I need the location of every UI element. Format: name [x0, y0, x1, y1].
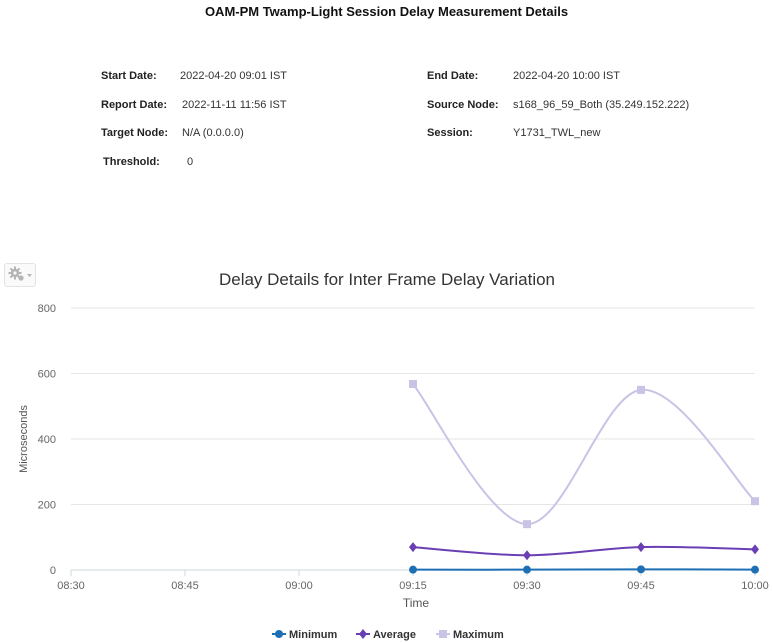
- chart-series: [409, 379, 759, 574]
- start-date-value: 2022-04-20 09:01 IST: [180, 70, 288, 82]
- maximum-series-line: [412, 383, 756, 526]
- minimum-data-point: [409, 565, 417, 574]
- target-node-label: Target Node:: [101, 127, 169, 139]
- start-date-label: Start Date:: [101, 70, 157, 82]
- y-tick-label: 600: [38, 369, 56, 381]
- maximum-data-point: [637, 385, 645, 394]
- chart-menu-button[interactable]: [4, 263, 36, 287]
- gear-icon: [8, 266, 32, 281]
- source-node-value: s168_96_59_Both (35.249.152.222): [513, 99, 690, 111]
- end-date-value: 2022-04-20 10:00 IST: [513, 70, 621, 82]
- y-tick-label: 200: [38, 500, 56, 512]
- maximum-data-point: [409, 379, 417, 388]
- legend-item-maximum[interactable]: Maximum: [436, 629, 504, 641]
- y-tick-label: 400: [38, 434, 56, 446]
- chart-legend: Minimum Average Maximum: [272, 629, 504, 641]
- x-tick-label: 10:00: [741, 580, 769, 592]
- x-tick-label: 09:45: [627, 580, 655, 592]
- y-axis-ticks: 0 200 400 600 800: [38, 303, 56, 577]
- threshold-value: 0: [187, 156, 194, 168]
- minimum-data-point: [523, 565, 531, 574]
- x-axis-label: Time: [403, 596, 430, 610]
- x-tick-label: 09:30: [513, 580, 541, 592]
- legend-label-average: Average: [373, 629, 416, 641]
- y-tick-label: 800: [38, 303, 56, 315]
- minimum-data-point: [751, 565, 759, 574]
- maximum-data-point: [751, 497, 759, 506]
- legend-label-maximum: Maximum: [453, 629, 504, 641]
- report-title: OAM-PM Twamp-Light Session Delay Measure…: [204, 4, 569, 19]
- legend-marker: [359, 629, 367, 639]
- source-node-label: Source Node:: [427, 99, 499, 111]
- y-axis-label: Microseconds: [18, 405, 30, 473]
- average-series-line: [412, 545, 756, 557]
- legend-item-minimum[interactable]: Minimum: [272, 629, 337, 641]
- x-tick-label: 08:30: [57, 580, 85, 592]
- chart-title: Delay Details for Inter Frame Delay Vari…: [219, 270, 555, 289]
- legend-marker: [275, 630, 283, 638]
- target-node-value: N/A (0.0.0.0): [182, 127, 244, 139]
- report-date-value: 2022-11-11 11:56 IST: [182, 99, 287, 111]
- session-value: Y1731_TWL_new: [513, 127, 601, 139]
- average-data-point: [409, 542, 417, 553]
- end-date-label: End Date:: [427, 70, 479, 82]
- minimum-data-point: [637, 565, 645, 574]
- average-data-point: [637, 542, 645, 553]
- threshold-label: Threshold:: [103, 156, 160, 168]
- session-label: Session:: [427, 127, 473, 139]
- maximum-data-point: [523, 520, 531, 529]
- report-date-label: Report Date:: [101, 99, 168, 111]
- average-data-point: [751, 544, 759, 555]
- x-tick-label: 09:00: [285, 580, 313, 592]
- chart-grid: [71, 307, 755, 571]
- chevron-down-icon: [27, 274, 32, 277]
- average-data-point: [523, 550, 531, 561]
- x-tick-label: 08:45: [171, 580, 199, 592]
- x-tick-label: 09:15: [399, 580, 427, 592]
- legend-label-minimum: Minimum: [289, 629, 337, 641]
- x-axis-ticks: 08:30 08:45 09:00 09:15 09:30 09:45 10:00: [57, 570, 769, 592]
- legend-item-average[interactable]: Average: [356, 629, 416, 641]
- legend-marker: [439, 630, 447, 638]
- y-tick-label: 0: [50, 565, 56, 577]
